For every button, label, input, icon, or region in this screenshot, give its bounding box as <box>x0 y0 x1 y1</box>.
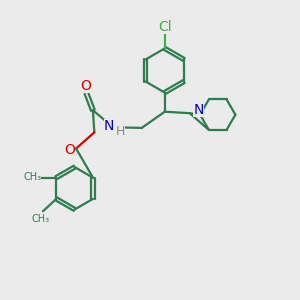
Text: Cl: Cl <box>158 20 172 34</box>
Text: O: O <box>80 79 91 93</box>
Text: O: O <box>64 143 75 157</box>
Text: H: H <box>116 125 125 138</box>
Text: CH₃: CH₃ <box>23 172 41 182</box>
Text: CH₃: CH₃ <box>31 214 49 224</box>
Text: N: N <box>193 103 204 117</box>
Text: N: N <box>104 119 114 133</box>
